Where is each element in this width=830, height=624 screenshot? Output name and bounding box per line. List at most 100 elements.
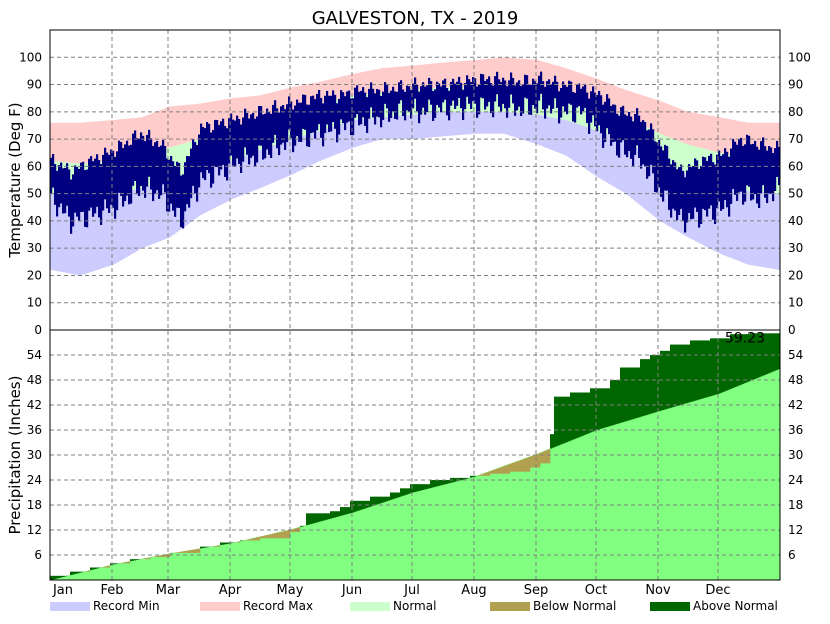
actual-temperature-bar xyxy=(58,165,60,207)
precipitation-tick-right: 48 xyxy=(788,373,803,387)
precip-below-normal-bar xyxy=(486,472,488,476)
actual-temperature-bar xyxy=(468,79,470,104)
actual-temperature-bar xyxy=(174,166,176,217)
precip-below-normal-bar xyxy=(264,536,266,539)
actual-temperature-bar xyxy=(650,123,652,164)
precip-above-normal-bar xyxy=(424,484,426,489)
month-tick-label: Dec xyxy=(705,583,730,598)
precip-above-normal-bar xyxy=(382,497,384,503)
actual-temperature-bar xyxy=(664,145,666,191)
actual-temperature-bar xyxy=(480,74,482,98)
actual-temperature-bar xyxy=(390,91,392,118)
precip-below-normal-bar xyxy=(188,550,190,553)
precip-above-normal-bar xyxy=(80,572,82,573)
actual-temperature-bar xyxy=(322,103,324,146)
actual-temperature-bar xyxy=(738,139,740,192)
precip-above-normal-bar xyxy=(646,359,648,415)
actual-temperature-bar xyxy=(400,80,402,100)
precip-above-normal-bar xyxy=(438,480,440,486)
actual-temperature-bar xyxy=(146,135,148,187)
precip-above-normal-bar xyxy=(444,480,446,484)
precip-below-normal-bar xyxy=(514,462,516,472)
actual-temperature-bar xyxy=(262,114,264,159)
actual-temperature-bar xyxy=(672,160,674,209)
precip-below-normal-bar xyxy=(154,556,156,557)
actual-temperature-bar xyxy=(332,90,334,122)
precip-above-normal-bar xyxy=(440,480,442,485)
actual-temperature-bar xyxy=(184,162,186,211)
precip-above-normal-bar xyxy=(314,513,316,523)
actual-temperature-bar xyxy=(124,144,126,201)
actual-temperature-bar xyxy=(226,128,228,180)
actual-temperature-bar xyxy=(586,93,588,124)
precipitation-tick-left: 36 xyxy=(27,423,42,437)
precip-below-normal-bar xyxy=(108,566,110,568)
actual-temperature-bar xyxy=(122,148,124,206)
actual-temperature-bar xyxy=(252,113,254,156)
actual-temperature-bar xyxy=(428,78,430,100)
actual-temperature-bar xyxy=(76,167,78,217)
precip-above-normal-bar xyxy=(590,388,592,432)
precip-above-normal-bar xyxy=(392,493,394,500)
actual-temperature-bar xyxy=(234,121,236,167)
precip-above-normal-bar xyxy=(582,393,584,436)
legend-swatch xyxy=(200,602,240,611)
actual-temperature-bar xyxy=(272,105,274,143)
legend-label: Below Normal xyxy=(533,599,616,613)
actual-temperature-bar xyxy=(348,91,350,122)
actual-temperature-bar xyxy=(754,141,756,194)
precip-above-normal-bar xyxy=(64,576,66,577)
precip-above-normal-bar xyxy=(136,559,138,560)
actual-temperature-bar xyxy=(376,89,378,117)
actual-temperature-bar xyxy=(248,119,250,165)
actual-temperature-bar xyxy=(250,114,252,157)
precip-above-normal-bar xyxy=(606,388,608,427)
actual-temperature-bar xyxy=(544,87,546,119)
actual-temperature-bar xyxy=(602,105,604,148)
actual-temperature-bar xyxy=(360,91,362,124)
precip-below-normal-bar xyxy=(186,551,188,553)
actual-temperature-bar xyxy=(286,104,288,142)
precip-above-normal-bar xyxy=(574,393,576,439)
precip-below-normal-bar xyxy=(542,452,544,464)
actual-temperature-bar xyxy=(742,146,744,205)
precip-above-normal-bar xyxy=(414,484,416,492)
precip-above-normal-bar xyxy=(430,480,432,488)
precip-below-normal-bar xyxy=(178,552,180,553)
actual-temperature-bar xyxy=(476,86,478,117)
actual-temperature-bar xyxy=(556,82,558,108)
actual-temperature-bar xyxy=(344,96,346,130)
actual-temperature-bar xyxy=(510,73,512,95)
actual-temperature-bar xyxy=(188,156,190,207)
actual-temperature-bar xyxy=(500,82,502,111)
actual-temperature-bar xyxy=(528,85,530,115)
precip-below-normal-bar xyxy=(484,473,486,476)
actual-temperature-bar xyxy=(734,142,736,195)
precip-below-normal-bar xyxy=(216,546,218,547)
actual-temperature-bar xyxy=(84,170,86,227)
precip-above-normal-bar xyxy=(74,572,76,574)
actual-temperature-bar xyxy=(90,156,92,207)
legend-swatch xyxy=(50,602,90,611)
precip-above-normal-bar xyxy=(130,559,132,561)
precip-above-normal-bar xyxy=(344,507,346,515)
precip-above-normal-bar xyxy=(202,547,204,548)
precip-above-normal-bar xyxy=(592,388,594,431)
precip-above-normal-bar xyxy=(326,513,328,519)
legend-item: Normal xyxy=(350,599,436,613)
actual-temperature-bar xyxy=(358,92,360,126)
actual-temperature-bar xyxy=(196,145,198,202)
actual-temperature-bar xyxy=(192,139,194,186)
precip-below-normal-bar xyxy=(262,536,264,538)
actual-temperature-bar xyxy=(422,82,424,107)
actual-temperature-bar xyxy=(414,78,416,99)
precip-below-normal-bar xyxy=(236,542,238,543)
precip-above-normal-bar xyxy=(406,488,408,494)
actual-temperature-bar xyxy=(346,91,348,122)
actual-temperature-bar xyxy=(326,91,328,125)
precip-above-normal-bar xyxy=(578,393,580,438)
actual-temperature-bar xyxy=(340,90,342,119)
actual-temperature-bar xyxy=(606,94,608,128)
precip-above-normal-bar xyxy=(710,338,712,396)
